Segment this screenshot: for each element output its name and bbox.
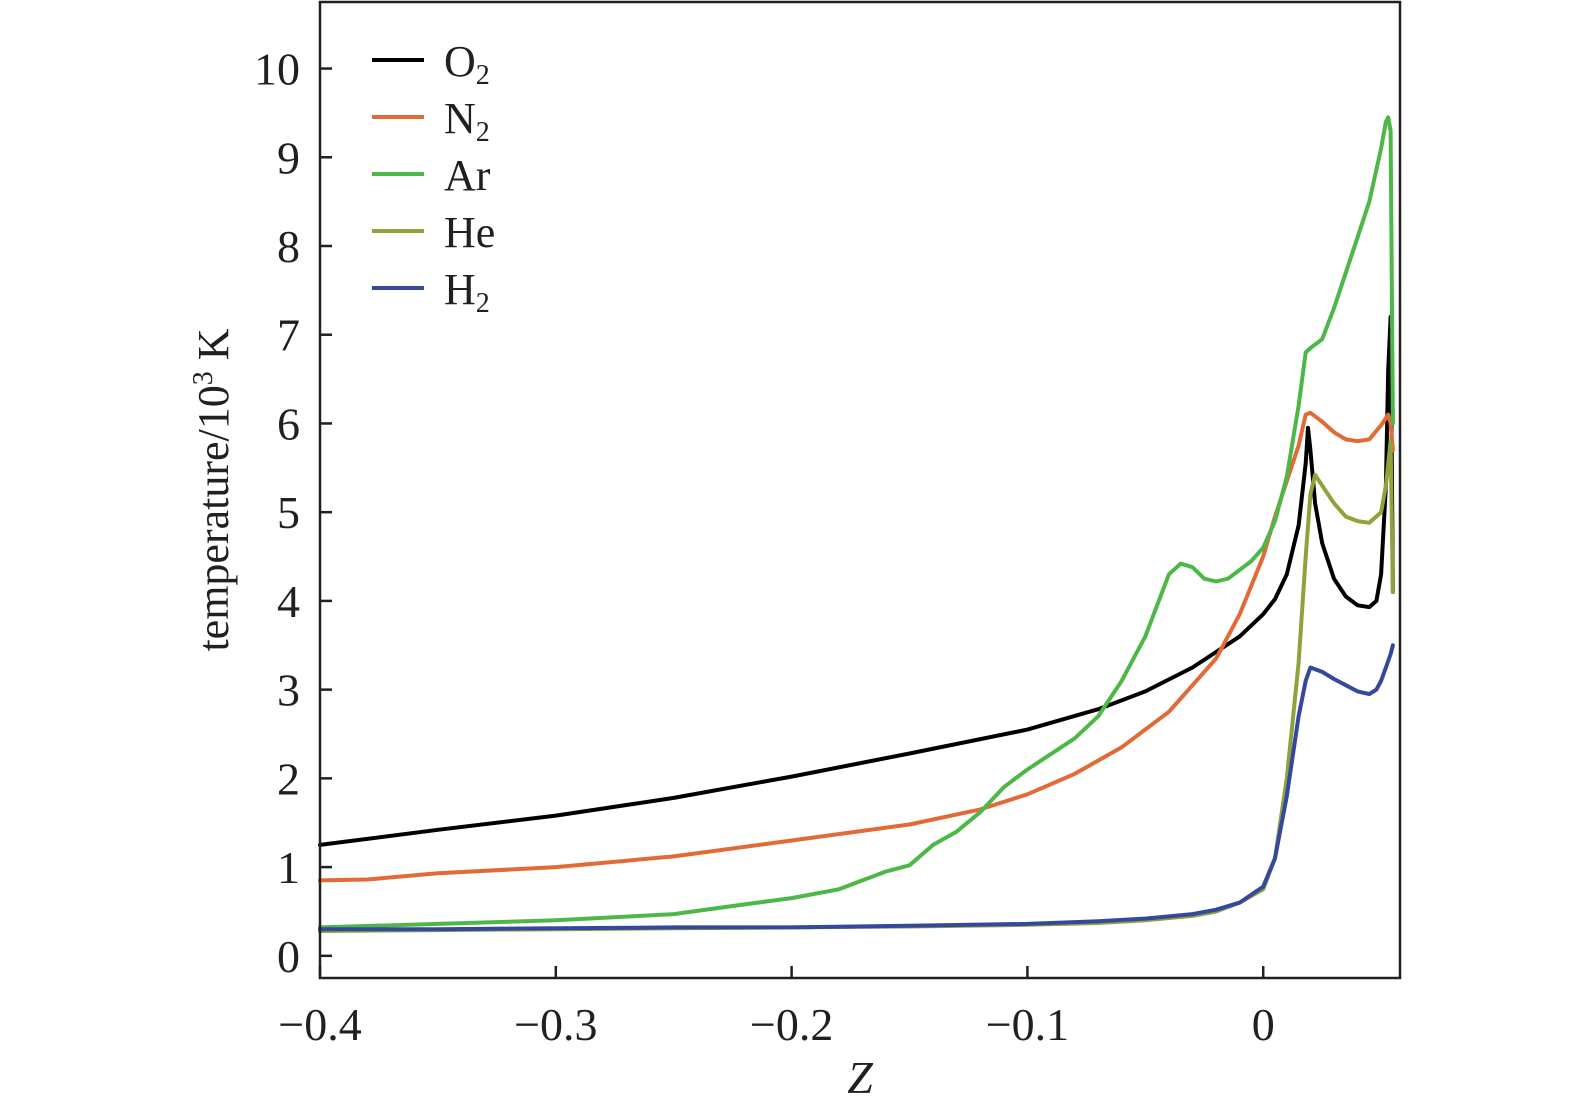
y-axis: 0 1 2 3 4 5 6 7 8 9 10 — [254, 44, 332, 982]
plot-frame — [318, 0, 1402, 980]
legend-label: H2 — [444, 265, 490, 319]
y-tick-label: 2 — [277, 753, 300, 804]
y-tick-label: 3 — [277, 665, 300, 716]
legend-label-text: Ar — [444, 151, 491, 200]
series-line-o2 — [318, 315, 1395, 847]
y-tick-label: 8 — [277, 221, 300, 272]
x-tick-label: −0.3 — [514, 999, 597, 1050]
series-line-he — [318, 439, 1395, 933]
series-line-h2 — [318, 643, 1395, 932]
y-tick-label: 9 — [277, 132, 300, 183]
y-axis-title-unit: K — [189, 328, 238, 371]
x-tick-label: −0.1 — [986, 999, 1069, 1050]
legend-label: N2 — [444, 94, 490, 148]
legend-label-text: He — [444, 208, 495, 257]
legend-label-subscript: 2 — [476, 60, 490, 91]
legend-label-text: N — [444, 94, 476, 143]
legend-label-subscript: 2 — [476, 288, 490, 319]
x-tick-label: −0.2 — [750, 999, 833, 1050]
y-axis-title-sup: 3 — [188, 371, 219, 385]
y-axis-title: temperature/103 K — [188, 328, 238, 651]
legend-label: Ar — [444, 151, 491, 200]
x-tick-label: −0.4 — [278, 999, 361, 1050]
y-tick-label: 4 — [277, 576, 300, 627]
legend-label-text: O — [444, 37, 476, 86]
legend-label: O2 — [444, 37, 490, 91]
y-tick-label: 5 — [277, 487, 300, 538]
y-tick-label: 0 — [277, 931, 300, 982]
x-axis: −0.4 −0.3 −0.2 −0.1 0 — [278, 966, 1275, 1050]
y-tick-label: 7 — [277, 310, 300, 361]
series-line-n2 — [318, 410, 1395, 883]
legend-label: He — [444, 208, 495, 257]
y-axis-title-main: temperature/10 — [189, 385, 238, 651]
legend-label-subscript: 2 — [476, 117, 490, 148]
y-tick-label: 10 — [254, 44, 300, 95]
x-tick-label: 0 — [1252, 999, 1275, 1050]
y-tick-label: 6 — [277, 398, 300, 449]
series-layer — [318, 115, 1395, 933]
legend-label-text: H — [444, 265, 476, 314]
y-tick-label: 1 — [277, 842, 300, 893]
series-line-ar — [318, 115, 1395, 930]
x-axis-title: Z — [847, 1052, 873, 1103]
